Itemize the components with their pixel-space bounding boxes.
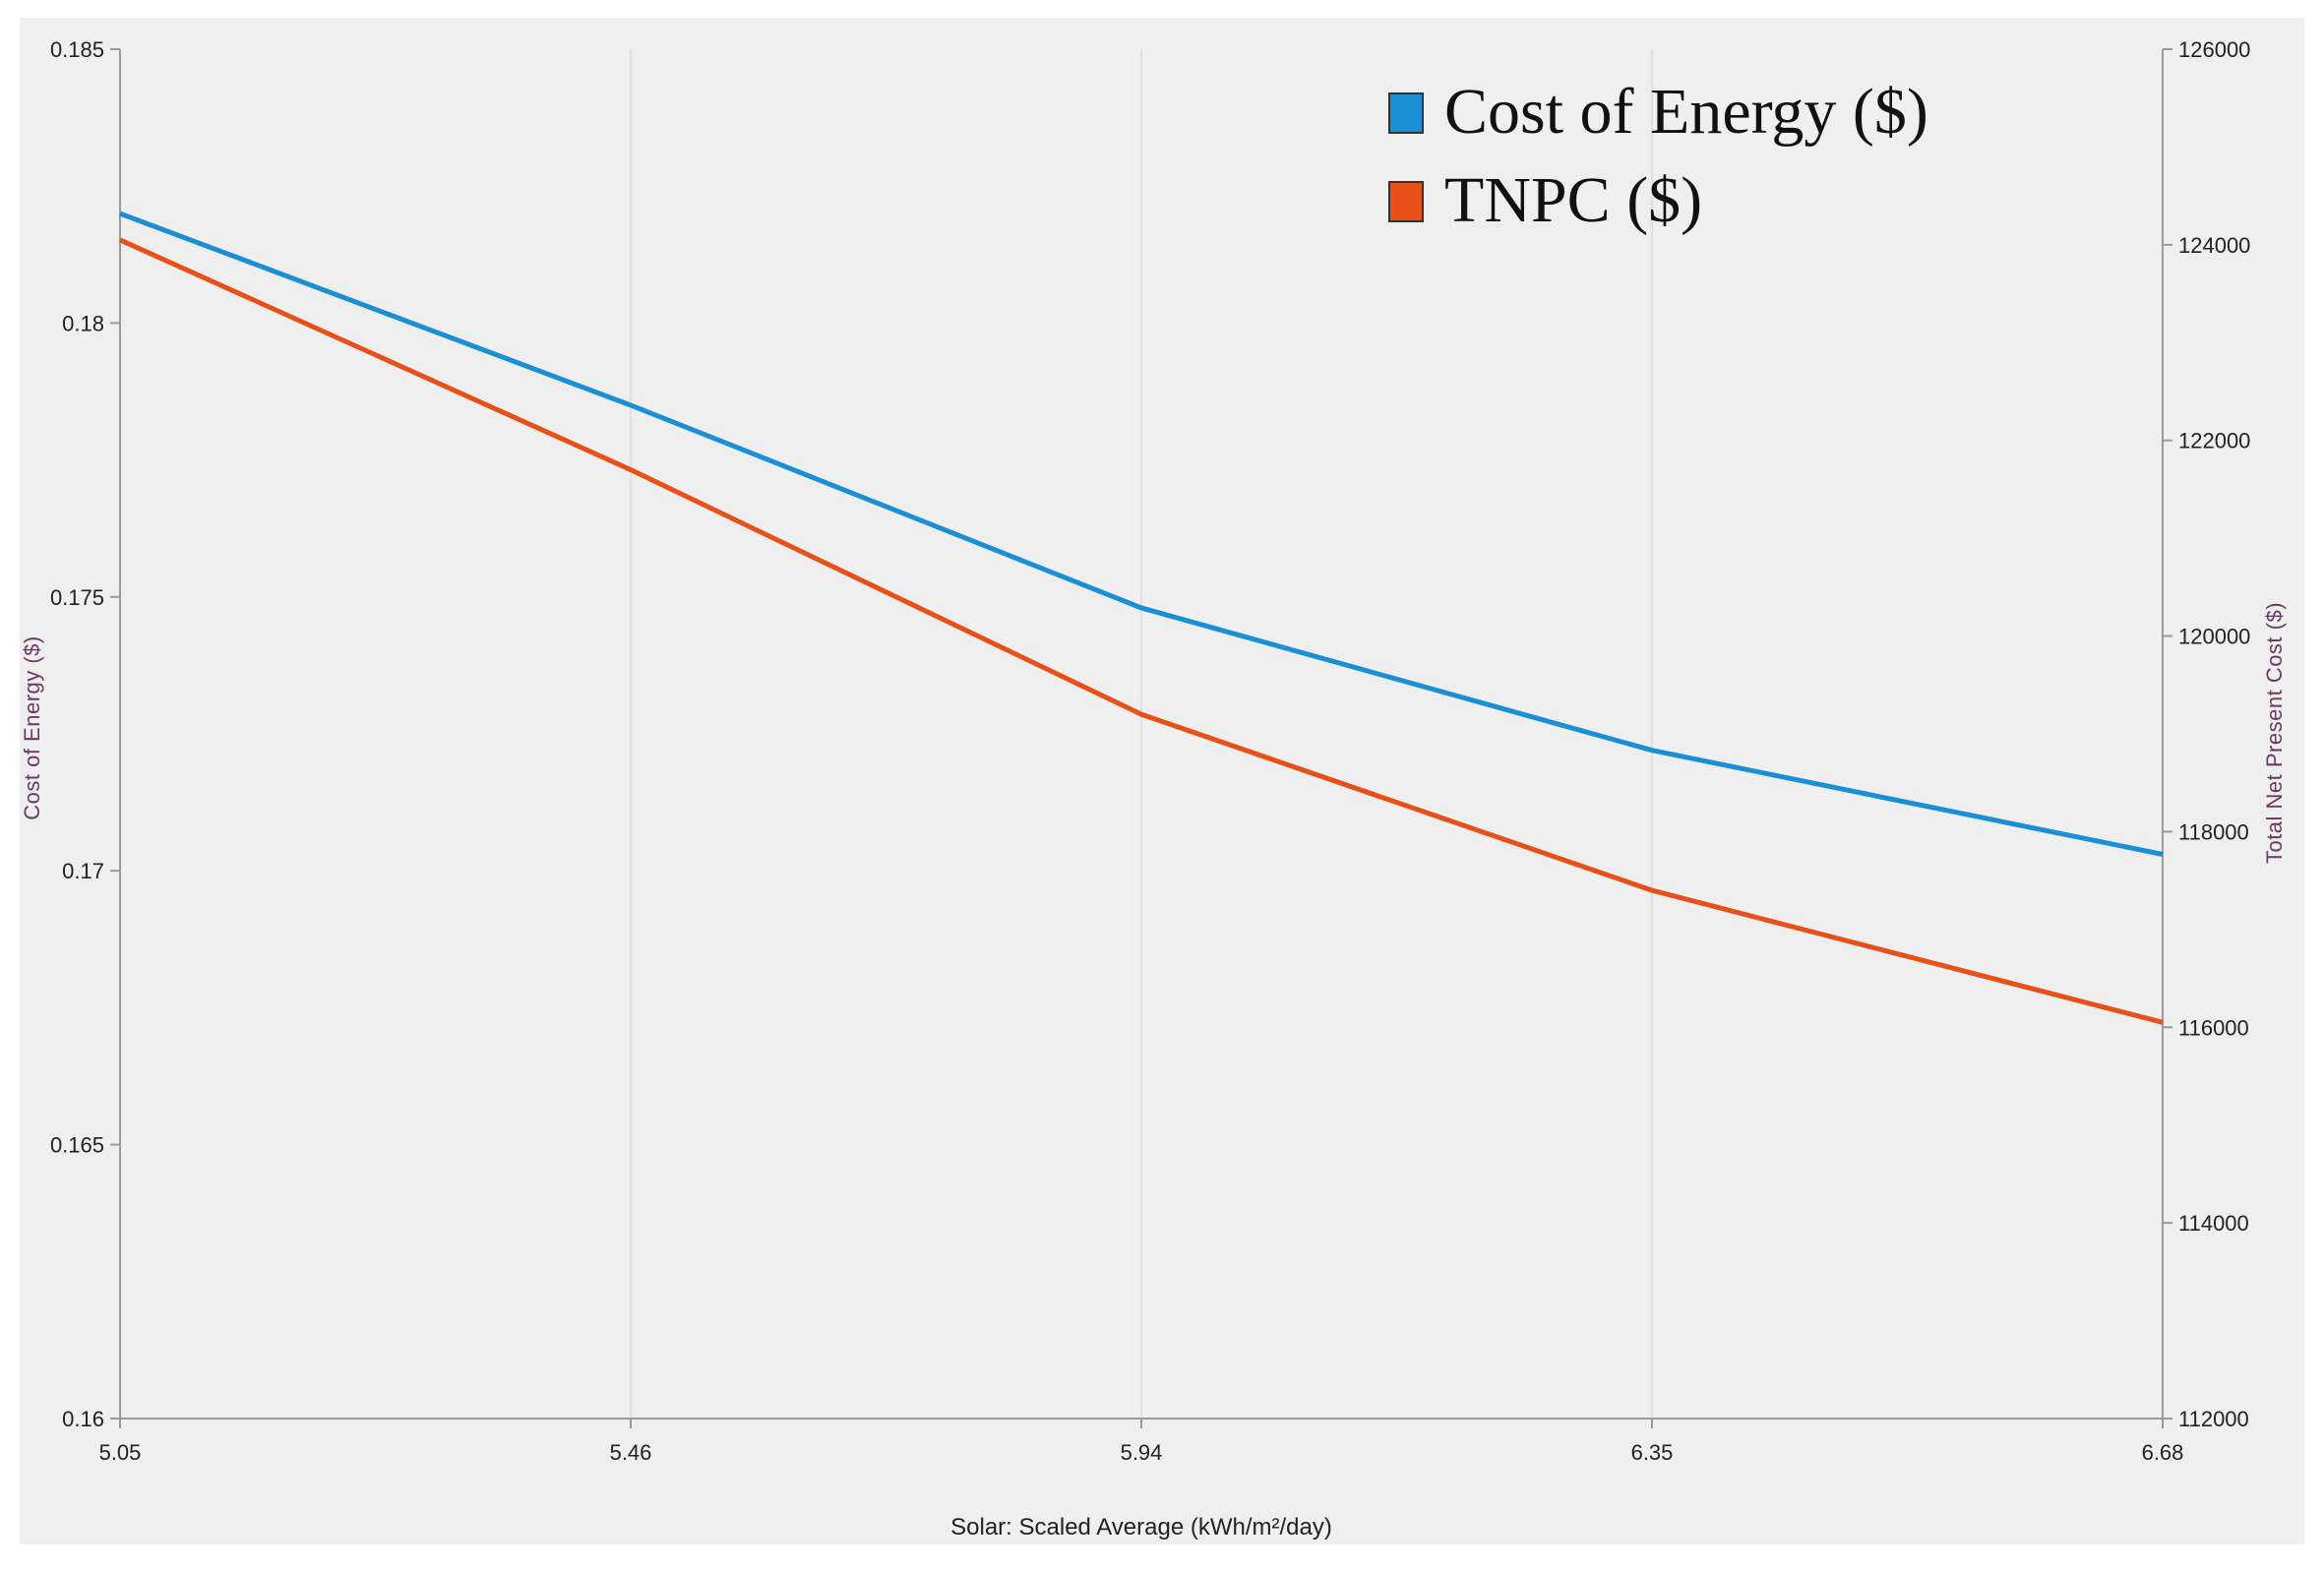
y-left-tick-label: 0.165 <box>50 1133 104 1158</box>
series-line-tnpc <box>118 237 2164 1025</box>
x-tick-label: 6.35 <box>1631 1440 1674 1465</box>
y-left-tick-label: 0.16 <box>62 1407 104 1431</box>
tick-labels: 0.16 0.165 0.17 0.175 0.18 0.185 112000 114000 1… <box>50 37 2250 1465</box>
y-left-tick-label: 0.175 <box>50 585 104 610</box>
legend: Cost of Energy ($) TNPC ($) <box>1388 76 1928 236</box>
legend-label-tnpc: TNPC ($) <box>1444 164 1702 236</box>
y-right-tick-label: 118000 <box>2178 819 2249 844</box>
x-tick-label: 5.46 <box>610 1440 652 1465</box>
y-right-tick-label: 126000 <box>2178 37 2250 62</box>
y-left-tick-label: 0.18 <box>62 311 104 335</box>
y-right-tick-label: 112000 <box>2178 1407 2249 1431</box>
axes <box>110 48 2172 1428</box>
y-left-tick-label: 0.185 <box>50 37 104 62</box>
x-tick-label: 6.68 <box>2142 1440 2184 1465</box>
gridlines <box>630 49 1653 1419</box>
y-right-tick-label: 122000 <box>2178 429 2250 453</box>
x-tick-label: 5.94 <box>1121 1440 1163 1465</box>
legend-label-cost-of-energy: Cost of Energy ($) <box>1444 76 1928 148</box>
series-lines <box>118 211 2164 1025</box>
x-axis-title: Solar: Scaled Average (kWh/m²/day) <box>950 1514 1332 1541</box>
y-right-tick-label: 120000 <box>2178 625 2250 649</box>
y-left-tick-label: 0.17 <box>62 859 104 883</box>
y-axis-left-title: Cost of Energy ($) <box>20 635 44 820</box>
series-line-cost-of-energy <box>119 211 2164 857</box>
x-tick-label: 5.05 <box>99 1440 142 1465</box>
y-right-tick-label: 114000 <box>2178 1211 2249 1236</box>
y-right-tick-label: 116000 <box>2178 1015 2249 1040</box>
y-right-tick-label: 124000 <box>2178 233 2250 258</box>
y-axis-right-title: Total Net Present Cost ($) <box>2262 602 2287 864</box>
plot-background <box>20 18 2304 1544</box>
legend-swatch-cost-of-energy <box>1388 92 1424 134</box>
legend-swatch-tnpc <box>1388 181 1424 222</box>
